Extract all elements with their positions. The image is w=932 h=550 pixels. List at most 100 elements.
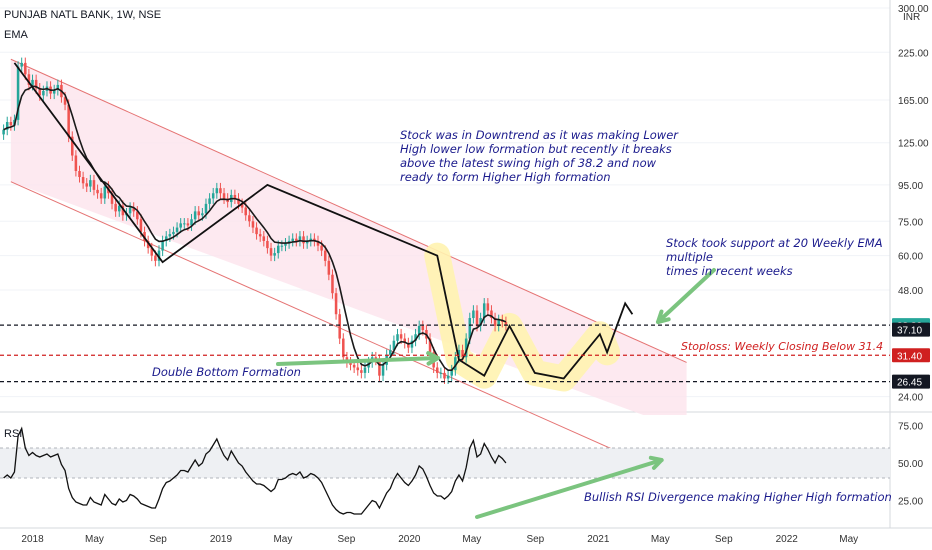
candle-body (193, 211, 197, 220)
candle-body (183, 223, 186, 225)
time-axis-tick: Sep (149, 534, 167, 545)
candle-body (334, 293, 338, 315)
candle-body (139, 219, 143, 232)
candle-body (472, 310, 475, 319)
candle-body (20, 62, 23, 67)
candle-body (309, 238, 313, 241)
candle-body (302, 236, 305, 244)
ema-support-arrow-head (656, 309, 671, 324)
rsi-axis-tick: 50.00 (898, 459, 923, 470)
price-axis-tick: 48.00 (898, 286, 923, 297)
double-bottom-arrow (276, 356, 440, 366)
candle-body (56, 84, 60, 91)
candle-body (482, 303, 486, 319)
candle-body (428, 338, 432, 353)
rsi-band (0, 447, 890, 479)
candle-body (255, 227, 258, 235)
candle-body (273, 253, 276, 256)
candle-body (396, 334, 399, 341)
candle-body (211, 193, 215, 199)
candle-body (5, 122, 9, 130)
ema-support-note: Stock took support at 20 Weekly EMA mult… (666, 236, 883, 278)
candle-body (89, 180, 92, 187)
candle-body (486, 303, 490, 311)
candle-body (389, 349, 392, 355)
candle-body (378, 359, 381, 376)
candle-body (251, 221, 255, 228)
candle-body (81, 177, 85, 184)
candle-body (360, 370, 363, 373)
currency-label: INR (903, 12, 920, 23)
channel-upper (10, 58, 687, 363)
candle-body (363, 367, 367, 373)
candle-body (208, 198, 211, 204)
candle-body (71, 136, 74, 156)
double-bottom-arrow-head (426, 351, 440, 366)
candle-body (381, 364, 385, 376)
rsi-series-line (3, 426, 507, 515)
ema-20-line (3, 85, 507, 371)
time-axis-tick: 2019 (210, 534, 233, 545)
candle-body (407, 343, 410, 348)
ema-line (3, 85, 507, 371)
candle-body (475, 310, 479, 326)
price-axis-tick: 24.00 (898, 393, 923, 404)
candle-body (63, 97, 67, 105)
candle-body (31, 79, 34, 85)
level-badge (892, 374, 930, 389)
candle-body (150, 248, 154, 256)
time-axis-tick: May (839, 534, 858, 545)
rsi-axis-tick: 75.00 (898, 422, 923, 433)
price-axis-tick: 300.00 (898, 4, 929, 15)
candle-body (468, 318, 472, 339)
candle-body (117, 205, 121, 212)
candle-body (9, 122, 13, 126)
time-axis-tick: Sep (526, 534, 544, 545)
rsi-axis-tick: 25.00 (898, 497, 923, 508)
price-axis-tick: 95.00 (898, 181, 923, 192)
candle-body (392, 340, 396, 350)
candle-body (233, 194, 237, 199)
candle-body (276, 245, 280, 254)
candle-body (92, 180, 96, 190)
candle-body (349, 362, 352, 365)
candle-body (439, 372, 443, 374)
candle-body (27, 74, 31, 85)
candle-body (269, 248, 273, 256)
candle-body (132, 207, 135, 212)
candle-body (96, 189, 99, 194)
candle-body (403, 338, 406, 344)
rsi-band-fill (0, 448, 890, 478)
candle-body (323, 250, 327, 261)
candle-body (161, 240, 164, 251)
candle-body (215, 188, 219, 194)
candle-body (316, 240, 320, 246)
downtrend-note: Stock was in Downtrend as it was making … (400, 128, 679, 184)
time-axis-tick: May (273, 534, 292, 545)
candle-body (443, 372, 446, 379)
level-value: 37.10 (897, 326, 922, 337)
candle-body (464, 338, 468, 358)
candle-body (103, 186, 107, 199)
candle-body (262, 236, 266, 241)
candle-body (479, 318, 482, 326)
channel-lower (10, 181, 644, 464)
candle-body (280, 245, 284, 247)
candle-body (38, 88, 42, 96)
candle-body (457, 349, 461, 358)
candle-body (85, 183, 88, 187)
zigzag-swing-line (13, 62, 634, 380)
time-axis-tick: Sep (715, 534, 733, 545)
candle-body (99, 193, 103, 199)
double-bottom-note: Double Bottom Formation (152, 365, 301, 379)
level-value: 31.40 (897, 351, 922, 362)
candle-body (204, 203, 208, 214)
candle-body (240, 203, 244, 208)
candle-body (295, 238, 298, 241)
candle-body (52, 90, 56, 94)
candle-body (110, 193, 114, 204)
chart-title: PUNJAB NATL BANK, 1W, NSE (4, 9, 162, 21)
candle-body (356, 367, 360, 371)
candle-body (258, 234, 262, 237)
